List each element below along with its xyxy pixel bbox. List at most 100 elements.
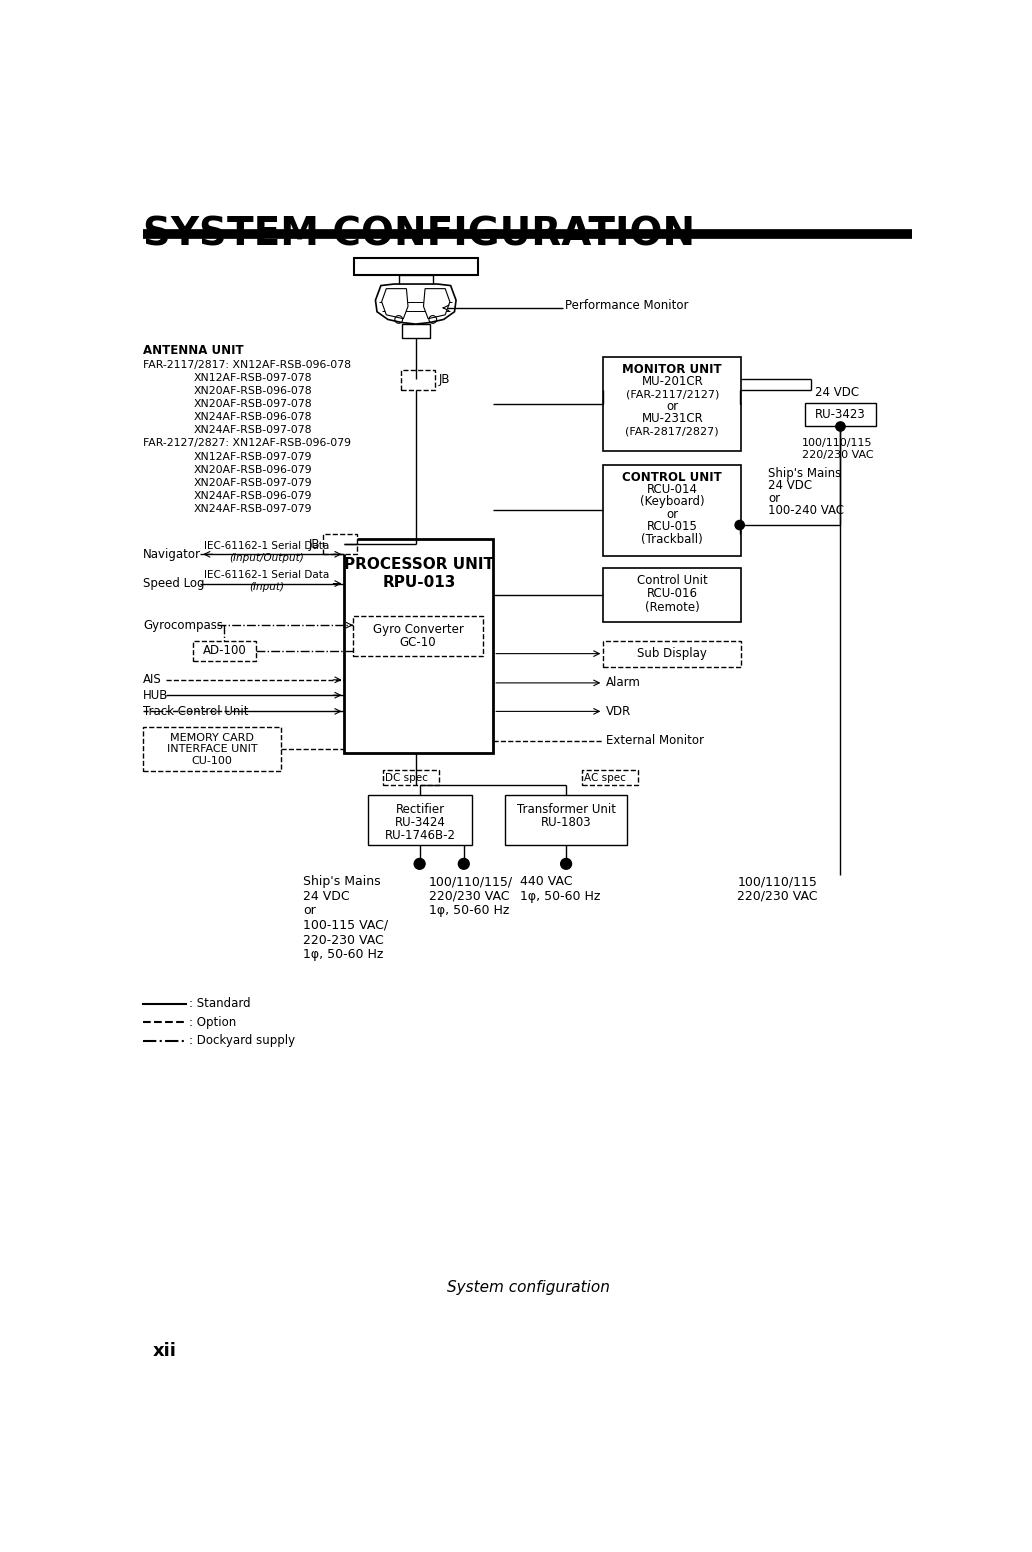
Text: 100/110/115: 100/110/115 xyxy=(738,875,817,888)
Text: XN24AF-RSB-097-078: XN24AF-RSB-097-078 xyxy=(193,425,312,435)
Text: RCU-015: RCU-015 xyxy=(647,520,698,532)
Text: JB: JB xyxy=(309,539,320,551)
Bar xyxy=(604,466,741,556)
Bar xyxy=(401,369,436,390)
Text: 24 VDC: 24 VDC xyxy=(769,480,812,492)
Bar xyxy=(582,770,638,785)
Text: Transformer Unit: Transformer Unit xyxy=(517,802,616,816)
Text: VDR: VDR xyxy=(607,705,632,719)
Text: or: or xyxy=(667,400,678,413)
Text: Ship's Mains: Ship's Mains xyxy=(769,467,842,480)
Polygon shape xyxy=(382,289,408,318)
Text: JB: JB xyxy=(439,372,450,386)
Text: SYSTEM CONFIGURATION: SYSTEM CONFIGURATION xyxy=(143,216,696,253)
Text: GC-10: GC-10 xyxy=(399,636,437,649)
Circle shape xyxy=(735,520,744,529)
Bar xyxy=(143,726,281,771)
Text: 220/230 VAC: 220/230 VAC xyxy=(738,889,818,903)
Text: RU-3424: RU-3424 xyxy=(394,816,446,829)
Bar xyxy=(398,275,432,286)
Text: 24 VDC: 24 VDC xyxy=(303,889,350,903)
Text: 1φ, 50-60 Hz: 1φ, 50-60 Hz xyxy=(429,905,510,917)
Text: AD-100: AD-100 xyxy=(202,644,247,656)
Text: XN12AF-RSB-097-079: XN12AF-RSB-097-079 xyxy=(193,452,312,461)
Text: Ship's Mains: Ship's Mains xyxy=(303,875,381,888)
Bar xyxy=(323,534,357,554)
Text: or: or xyxy=(667,508,678,521)
Circle shape xyxy=(458,858,470,869)
Text: or: or xyxy=(769,492,780,504)
Bar xyxy=(367,795,473,844)
Circle shape xyxy=(836,422,845,431)
Text: 1φ, 50-60 Hz: 1φ, 50-60 Hz xyxy=(303,948,384,961)
Text: Gyro Converter: Gyro Converter xyxy=(373,624,463,636)
Bar xyxy=(604,641,741,667)
Text: Track Control Unit: Track Control Unit xyxy=(143,705,249,719)
Text: xii: xii xyxy=(153,1342,176,1360)
Text: INTERFACE UNIT: INTERFACE UNIT xyxy=(166,743,257,754)
Text: : Option: : Option xyxy=(189,1017,236,1029)
Text: AC spec: AC spec xyxy=(584,773,625,782)
Text: MU-201CR: MU-201CR xyxy=(642,376,703,388)
Text: 1φ, 50-60 Hz: 1φ, 50-60 Hz xyxy=(520,889,601,903)
Text: Performance Monitor: Performance Monitor xyxy=(566,300,688,312)
Text: Alarm: Alarm xyxy=(607,677,641,689)
Text: (FAR-2117/2127): (FAR-2117/2127) xyxy=(625,390,719,399)
Text: 220/230 VAC: 220/230 VAC xyxy=(429,889,510,903)
Text: (Remote): (Remote) xyxy=(645,601,700,615)
Text: AIS: AIS xyxy=(143,674,162,686)
Text: (Input/Output): (Input/Output) xyxy=(229,553,304,563)
Text: or: or xyxy=(303,905,316,917)
Bar xyxy=(383,770,439,785)
Text: RU-1803: RU-1803 xyxy=(541,816,591,829)
Text: Speed Log: Speed Log xyxy=(143,577,204,590)
Text: RU-3423: RU-3423 xyxy=(815,408,866,422)
Text: RPU-013: RPU-013 xyxy=(382,574,455,590)
Bar xyxy=(401,324,429,338)
Text: 100/110/115/: 100/110/115/ xyxy=(429,875,513,888)
Text: HUB: HUB xyxy=(143,689,168,702)
Text: XN24AF-RSB-096-079: XN24AF-RSB-096-079 xyxy=(193,490,312,501)
Text: IEC-61162-1 Serial Data: IEC-61162-1 Serial Data xyxy=(204,540,329,551)
Text: XN20AF-RSB-097-079: XN20AF-RSB-097-079 xyxy=(193,478,312,487)
Text: 100-240 VAC: 100-240 VAC xyxy=(769,504,844,517)
Text: CONTROL UNIT: CONTROL UNIT xyxy=(622,470,722,484)
Text: XN20AF-RSB-097-078: XN20AF-RSB-097-078 xyxy=(193,399,312,410)
Text: 100/110/115: 100/110/115 xyxy=(802,438,872,447)
Text: MEMORY CARD: MEMORY CARD xyxy=(170,733,254,742)
Text: MONITOR UNIT: MONITOR UNIT xyxy=(622,363,722,376)
Text: Control Unit: Control Unit xyxy=(637,574,708,587)
Circle shape xyxy=(414,858,425,869)
Bar xyxy=(604,568,741,622)
Text: 220/230 VAC: 220/230 VAC xyxy=(802,450,873,459)
Polygon shape xyxy=(423,289,450,318)
Bar xyxy=(805,404,876,427)
Bar xyxy=(345,539,493,753)
Text: : Standard: : Standard xyxy=(189,998,251,1010)
Text: Sub Display: Sub Display xyxy=(638,647,707,660)
Text: External Monitor: External Monitor xyxy=(607,734,705,747)
Text: RCU-016: RCU-016 xyxy=(647,587,698,601)
Text: CU-100: CU-100 xyxy=(192,756,232,765)
Text: (Input): (Input) xyxy=(250,582,285,593)
Text: 440 VAC: 440 VAC xyxy=(520,875,573,888)
Bar xyxy=(505,795,627,844)
Bar xyxy=(354,258,478,275)
Text: 24 VDC: 24 VDC xyxy=(815,386,859,399)
Text: Rectifier: Rectifier xyxy=(395,802,445,816)
Text: PROCESSOR UNIT: PROCESSOR UNIT xyxy=(344,557,494,571)
Circle shape xyxy=(560,858,572,869)
Text: DC spec: DC spec xyxy=(385,773,427,782)
Text: System configuration: System configuration xyxy=(448,1280,610,1294)
Text: (Keyboard): (Keyboard) xyxy=(640,495,705,509)
Text: : Dockyard supply: : Dockyard supply xyxy=(189,1035,295,1048)
Text: (Trackball): (Trackball) xyxy=(642,534,703,546)
Text: 220-230 VAC: 220-230 VAC xyxy=(303,934,384,947)
Text: FAR-2127/2827: XN12AF-RSB-096-079: FAR-2127/2827: XN12AF-RSB-096-079 xyxy=(143,438,351,449)
Text: XN20AF-RSB-096-079: XN20AF-RSB-096-079 xyxy=(193,464,312,475)
Bar xyxy=(425,301,442,314)
Text: 100-115 VAC/: 100-115 VAC/ xyxy=(303,919,388,931)
Text: RU-1746B-2: RU-1746B-2 xyxy=(385,829,455,841)
Bar xyxy=(604,357,741,452)
Bar xyxy=(193,641,256,661)
